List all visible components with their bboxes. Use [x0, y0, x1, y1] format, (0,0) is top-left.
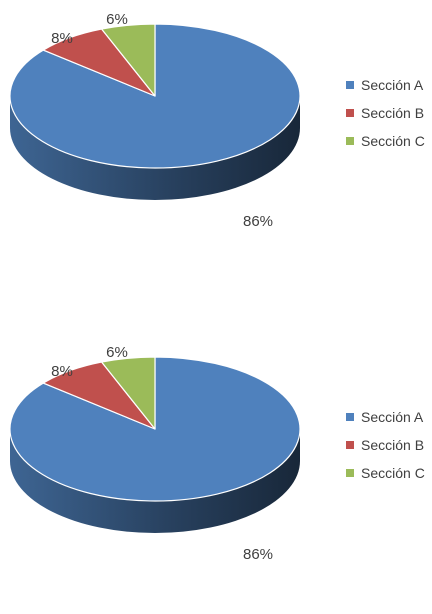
legend-item-seccion-b: Sección B — [346, 431, 425, 459]
pie-chart-1: 86% 8% 6% Sección A Sección B Sección C — [0, 0, 432, 281]
legend-label: Sección A — [361, 77, 424, 93]
legend-label: Sección C — [361, 133, 425, 149]
legend-item-seccion-a: Sección A — [346, 403, 425, 431]
data-label: 6% — [106, 344, 128, 361]
legend-swatch-seccion-b — [346, 109, 354, 117]
data-label: 86% — [243, 546, 273, 563]
pie-chart-2: 86% 8% 6% Sección A Sección B Sección C — [0, 333, 432, 614]
legend-item-seccion-c: Sección C — [346, 127, 425, 155]
pie-slice-side — [10, 429, 300, 533]
legend-label: Sección A — [361, 409, 424, 425]
legend-swatch-seccion-c — [346, 469, 354, 477]
data-label: 8% — [51, 363, 73, 380]
pie-chart-plot: 86% 8% 6% — [9, 344, 301, 563]
pie-slice — [101, 356, 156, 430]
legend-label: Sección C — [361, 465, 425, 481]
legend-item-seccion-a: Sección A — [346, 71, 425, 99]
legend-item-seccion-b: Sección B — [346, 99, 425, 127]
chart-legend: Sección A Sección B Sección C — [346, 403, 425, 487]
legend-swatch-seccion-a — [346, 413, 354, 421]
data-label: 8% — [51, 30, 73, 47]
legend-swatch-seccion-a — [346, 81, 354, 89]
legend-label: Sección B — [361, 105, 425, 121]
chart-legend: Sección A Sección B Sección C — [346, 71, 425, 155]
data-label: 6% — [106, 11, 128, 28]
pie-chart-plot: 86% 8% 6% — [9, 11, 301, 230]
pie-slice — [101, 23, 156, 97]
pie-slice-side — [10, 96, 300, 200]
legend-label: Sección B — [361, 437, 425, 453]
data-label: 86% — [243, 213, 273, 230]
legend-swatch-seccion-b — [346, 441, 354, 449]
legend-item-seccion-c: Sección C — [346, 459, 425, 487]
legend-swatch-seccion-c — [346, 137, 354, 145]
